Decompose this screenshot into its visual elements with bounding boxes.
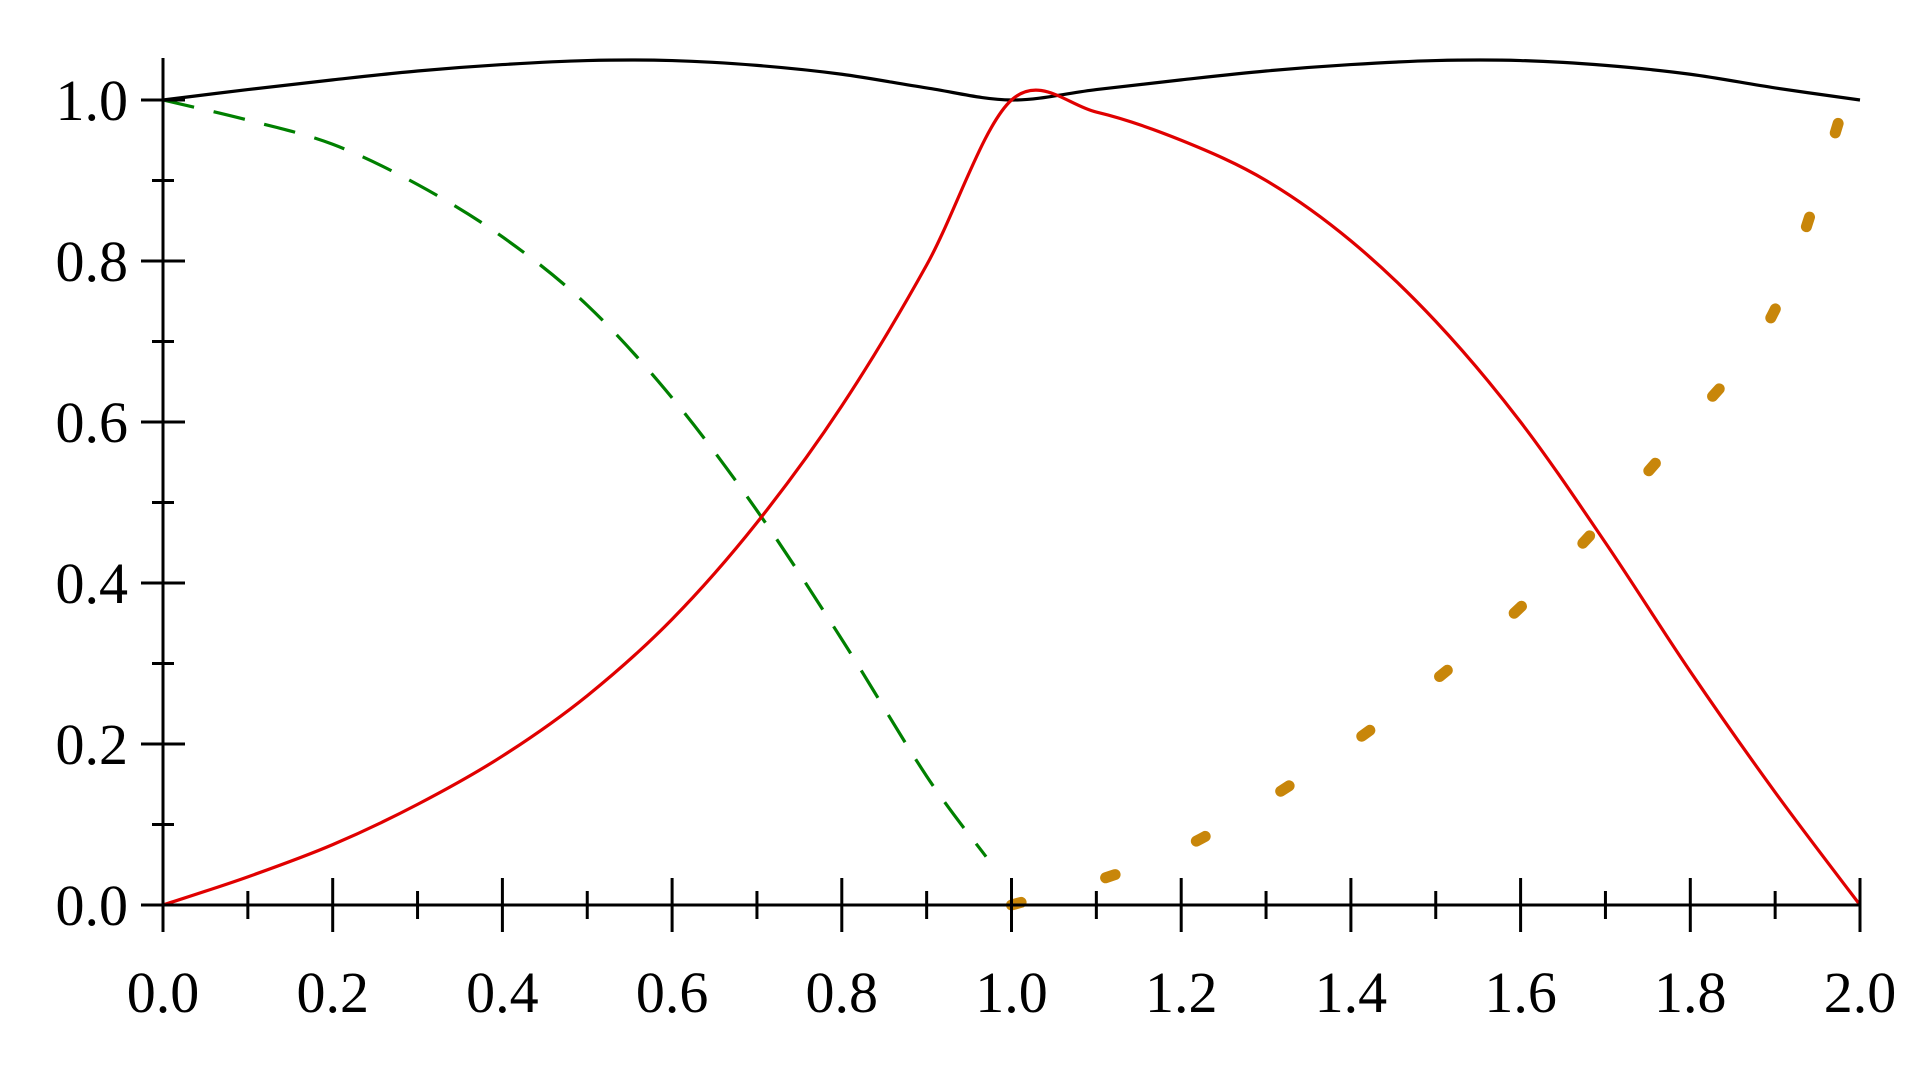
x-tick-label: 0.4	[466, 960, 539, 1025]
x-tick-label: 1.0	[975, 960, 1048, 1025]
x-tick-label: 0.6	[636, 960, 709, 1025]
x-tick-label: 0.2	[296, 960, 369, 1025]
series-line-1	[162, 58, 1861, 102]
axes: 0.0 0.2 0.4 0.6 0.8 1.0 1.2 1.4 1.6 1.8 2.0 0.0 0.2 0…	[56, 58, 1897, 1025]
x-tick-label: 1.8	[1654, 960, 1727, 1025]
y-tick-label: 0.8	[56, 229, 129, 294]
x-tick-label: 1.6	[1484, 960, 1557, 1025]
x-tick-label: 0.8	[806, 960, 879, 1025]
series-line-2	[162, 98, 988, 858]
y-tick-label: 0.2	[56, 712, 129, 777]
y-tick-label: 1.0	[56, 68, 129, 133]
y-tick-label: 0.0	[56, 873, 129, 938]
x-tick-label: 0.0	[127, 960, 200, 1025]
y-tick-label: 0.4	[56, 551, 129, 616]
y-tick-label: 0.6	[56, 390, 129, 455]
x-tick-label: 1.2	[1145, 960, 1218, 1025]
series-line-4	[1006, 102, 1849, 911]
x-tick-label: 1.4	[1315, 960, 1388, 1025]
x-tick-label: 2.0	[1824, 960, 1897, 1025]
series-line-3	[162, 88, 1862, 907]
series-layer	[162, 58, 1862, 911]
